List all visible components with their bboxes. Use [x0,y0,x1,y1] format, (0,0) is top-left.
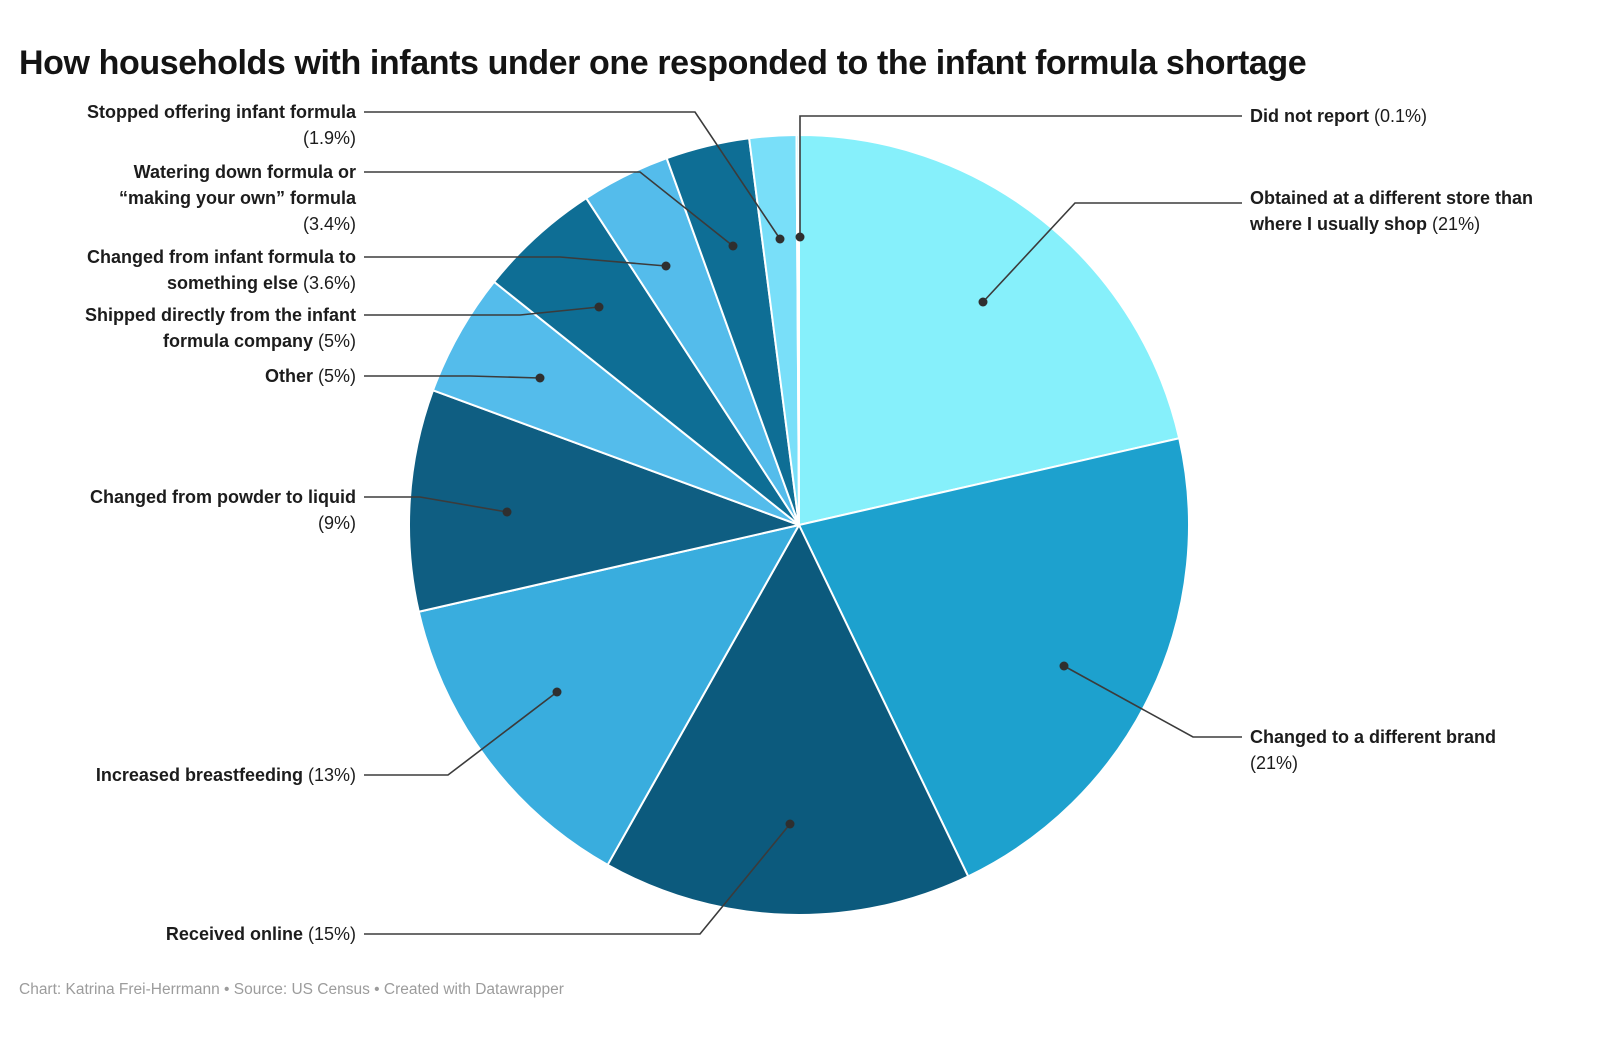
pie-slice-3[interactable] [417,524,800,866]
chart-footer: Chart: Katrina Frei-Herrmann • Source: U… [19,981,564,998]
slice-label-breastfeeding: Increased breastfeeding (13%) [0,762,356,788]
callout-dot-10 [795,232,805,242]
slice-label-pct: (9%) [317,513,356,533]
slice-label-stopped: Stopped offering infant formula (1.9%) [0,99,356,151]
callout-line-2 [364,823,791,935]
slice-label-pct: (3.4%) [302,214,356,234]
slice-label-pct: (15%) [307,924,356,944]
pie-slice-0[interactable] [798,134,1181,526]
callout-dot-7 [661,261,671,271]
callout-line-10 [799,115,1242,237]
slice-label-received: Received online (15%) [0,921,356,947]
chart-title: How households with infants under one re… [19,44,1307,82]
callout-line-8 [364,171,734,247]
callout-line-5 [364,375,541,379]
slice-label-brand: Changed to a different brand (21%) [1250,724,1600,776]
slice-label-pct: (1.9%) [302,128,356,148]
slice-label-text: Other [264,366,313,386]
callout-line-1 [1063,665,1242,738]
callout-dot-3 [552,687,562,697]
slice-label-obtained: Obtained at a different store than where… [1250,185,1600,237]
callout-line-3 [364,691,558,776]
callout-dot-1 [1059,661,1069,671]
slice-label-text: Changed to a different brand [1250,727,1497,747]
slice-label-text: Shipped directly from the infant formula… [84,305,356,351]
pie-slice-2[interactable] [606,524,970,916]
slice-label-watering: Watering down formula or “making your ow… [0,159,356,237]
callout-dot-5 [535,373,545,383]
slice-label-text: Changed from powder to liquid [90,487,356,507]
callout-dot-0 [978,297,988,307]
slice-label-pct: (5%) [317,366,356,386]
callout-line-7 [364,256,667,267]
slice-label-other: Other (5%) [0,363,356,389]
slice-label-text: Received online [165,924,303,944]
callout-line-9 [364,111,781,240]
pie-slice-4[interactable] [408,389,800,613]
callout-dot-4 [502,507,512,517]
slice-label-pct: (21%) [1250,753,1299,773]
slice-label-text: Changed from infant formula to something… [87,247,356,293]
slice-label-pct: (3.6%) [302,273,356,293]
callout-dot-6 [594,302,604,312]
slice-label-text: Increased breastfeeding [95,765,303,785]
pie-slice-10[interactable] [795,134,800,526]
callout-dot-9 [775,234,785,244]
slice-label-pct: (0.1%) [1374,106,1428,126]
callout-line-0 [982,202,1242,303]
slice-label-shipped: Shipped directly from the infant formula… [0,302,356,354]
callout-dot-2 [785,819,795,829]
slice-label-did-not-report: Did not report (0.1%) [1250,103,1600,129]
slice-label-text: Obtained at a different store than where… [1250,188,1534,234]
slice-label-pct: (21%) [1432,214,1481,234]
callout-line-6 [364,306,600,316]
callout-line-4 [364,496,508,513]
slice-label-pct: (13%) [307,765,356,785]
slice-label-pct: (5%) [317,331,356,351]
callout-dot-8 [728,241,738,251]
slice-label-something-else: Changed from infant formula to something… [0,244,356,296]
slice-label-powder: Changed from powder to liquid (9%) [0,484,356,536]
slice-label-text: Watering down formula or “making your ow… [118,162,356,208]
slice-label-text: Did not report [1250,106,1369,126]
slice-label-text: Stopped offering infant formula [87,102,356,122]
pie-slice-1[interactable] [798,437,1190,878]
